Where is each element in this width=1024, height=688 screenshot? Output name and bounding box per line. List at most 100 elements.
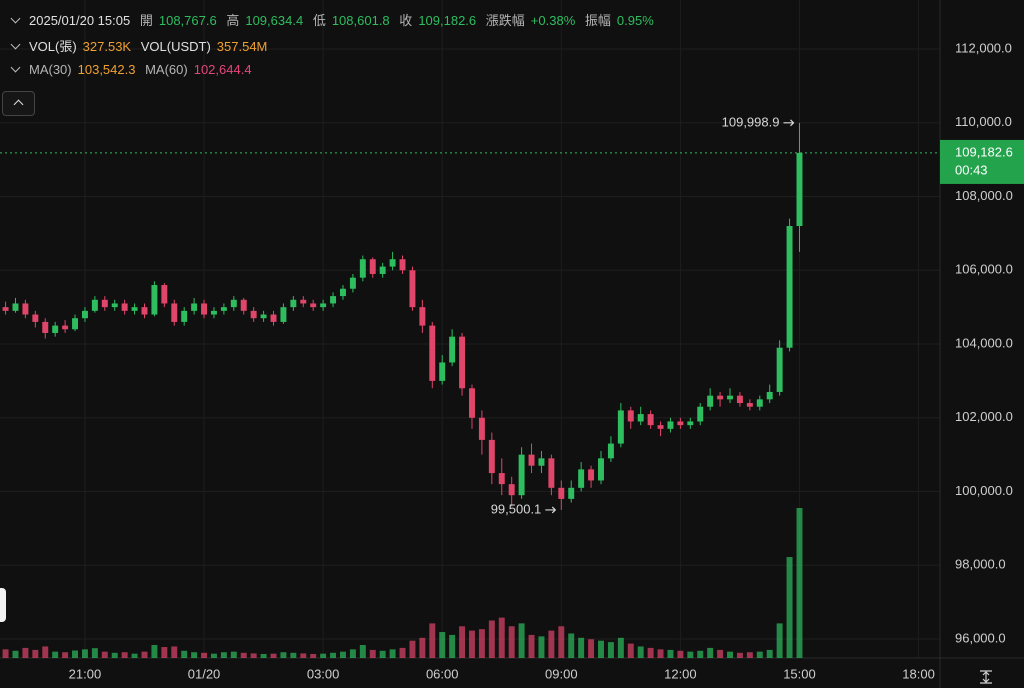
candle-body: [459, 336, 466, 389]
volume-bar: [12, 650, 19, 658]
x-tick-label: 21:00: [69, 666, 102, 681]
candle-body: [300, 299, 307, 304]
volume-bar: [389, 649, 396, 658]
candle-body: [746, 403, 753, 407]
candle-body: [250, 310, 257, 319]
volume-bar: [409, 640, 416, 658]
label: 收: [399, 13, 413, 28]
ohlc-header: 2025/01/20 15:05 開 108,767.6 高 109,634.4 低…: [10, 10, 660, 29]
candle-body: [42, 321, 49, 333]
candle-body: [518, 454, 525, 496]
candle-body: [369, 259, 376, 274]
volume-bar: [667, 649, 674, 658]
candle-body: [677, 421, 684, 426]
candle-body: [22, 303, 29, 315]
label: 低: [312, 13, 326, 28]
volume-bar: [191, 652, 198, 658]
candle-body: [280, 307, 287, 322]
label: MA(30): [29, 62, 72, 77]
x-tick-label: 15:00: [783, 666, 816, 681]
value: 327.53K: [82, 39, 132, 54]
candle-body: [538, 458, 545, 466]
y-tick-label: 100,000.0: [955, 483, 1013, 498]
volume-bar: [121, 652, 128, 658]
ma-legend[interactable]: MA(30) 103,542.3 MA(60) 102,644.4: [10, 62, 258, 77]
candle-body: [151, 285, 158, 315]
volume-bar: [101, 651, 108, 658]
candle-body: [379, 266, 386, 274]
volume-bar: [290, 652, 297, 658]
candle-body: [786, 226, 793, 348]
candle-body: [717, 395, 724, 400]
volume-bar: [42, 646, 49, 658]
value: 109,634.4: [245, 13, 304, 28]
candle-body: [508, 484, 515, 496]
volume-bar: [369, 649, 376, 658]
volume-bar: [300, 653, 307, 658]
y-tick-label: 110,000.0: [955, 114, 1012, 129]
volume-bar: [746, 652, 753, 658]
volume-bar: [220, 652, 227, 658]
candle-body: [548, 458, 555, 488]
volume-bar: [538, 636, 545, 658]
volume-bar: [330, 652, 337, 658]
candle-body: [637, 414, 644, 422]
volume-bar: [171, 646, 178, 658]
candle-body: [647, 414, 654, 426]
volume-bar: [528, 634, 535, 658]
volume-bar: [349, 649, 356, 658]
candle-body: [766, 391, 773, 400]
label: MA(60): [145, 62, 188, 77]
candle-body: [389, 259, 396, 267]
volume-bar: [439, 632, 446, 658]
candle-body: [141, 307, 148, 315]
volume-bar: [359, 645, 366, 658]
volume-bar: [478, 629, 485, 658]
label: 漲跌幅: [485, 13, 525, 28]
last-price-label: 109,182.6: [955, 144, 1013, 159]
volume-bar: [786, 557, 793, 658]
volume-legend[interactable]: VOL(張) 327.53K VOL(USDT) 357.54M: [10, 36, 273, 55]
candle-body: [399, 259, 406, 271]
x-tick-label: 09:00: [545, 666, 578, 681]
volume-bar: [766, 649, 773, 658]
volume-bar: [91, 648, 98, 658]
volume-bar: [270, 653, 277, 658]
volume-bar: [339, 651, 346, 658]
volume-bar: [72, 650, 79, 658]
value: 0.95%: [616, 13, 654, 28]
volume-bar: [697, 650, 704, 658]
candle-body: [469, 388, 475, 418]
candle-body: [270, 314, 277, 322]
collapse-button[interactable]: [2, 91, 35, 116]
candle-body: [588, 469, 595, 481]
candle-body: [310, 303, 317, 308]
candle-body: [756, 399, 763, 407]
candle-body: [667, 421, 674, 429]
volume-bar: [617, 637, 624, 658]
value: 108,601.8: [331, 13, 390, 28]
volume-bar: [81, 649, 88, 658]
volume-bar: [181, 650, 188, 658]
candle-body: [81, 310, 88, 319]
candle-body: [210, 310, 217, 315]
side-tab[interactable]: [0, 588, 6, 622]
volume-bar: [459, 626, 466, 658]
annotation-arrow: [783, 119, 795, 127]
volume-bar: [419, 637, 426, 658]
candle-body: [12, 303, 19, 311]
candle-body: [617, 410, 624, 444]
y-tick-label: 106,000.0: [955, 262, 1013, 277]
label: VOL(張): [29, 39, 77, 54]
candle-body: [449, 336, 456, 363]
candle-body: [230, 299, 237, 308]
volume-bar: [260, 653, 267, 658]
volume-bar: [141, 651, 148, 658]
volume-bar: [677, 650, 684, 658]
y-tick-label: 104,000.0: [955, 335, 1013, 350]
volume-bar: [498, 617, 505, 658]
candle-body: [191, 303, 198, 311]
volume-bar: [717, 649, 724, 658]
volume-bar: [250, 653, 257, 658]
